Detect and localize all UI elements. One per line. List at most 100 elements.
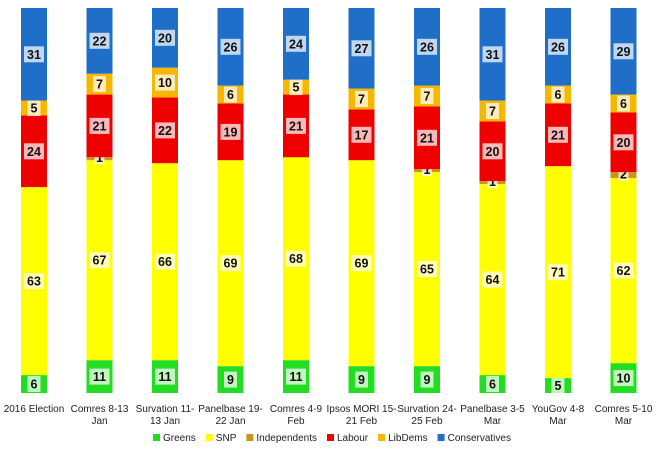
category-label: Comres 4-9 Feb: [270, 404, 323, 427]
data-label-background: [548, 264, 568, 281]
data-label-labour: 20: [617, 136, 631, 150]
data-label-greens: 11: [289, 370, 302, 384]
data-label-background: [286, 35, 306, 52]
data-label-snp: 65: [420, 263, 434, 277]
data-label-libdems: 7: [96, 78, 103, 92]
legend-swatch-greens: [153, 434, 160, 441]
data-label-background: [487, 177, 498, 189]
data-label-background: [224, 371, 237, 388]
data-label-background: [420, 88, 434, 104]
data-label-background: [286, 250, 306, 267]
data-label-greens: 9: [358, 373, 365, 387]
data-label-background: [551, 377, 565, 394]
data-label-background: [355, 91, 368, 107]
data-label-libdems: 7: [424, 90, 431, 104]
data-label-background: [613, 43, 634, 60]
data-label-background: [482, 271, 503, 288]
data-label-snp: 69: [355, 257, 369, 271]
legend-label-greens: Greens: [163, 433, 196, 444]
data-label-snp: 66: [158, 255, 172, 269]
legend-label-libdems: LibDems: [388, 433, 427, 444]
data-label-conservatives: 31: [27, 48, 41, 62]
data-label-snp: 62: [617, 264, 631, 278]
data-label-greens: 6: [31, 378, 38, 392]
data-label-background: [89, 252, 110, 269]
legend: Greens SNP Independents Labour LibDems Conser…: [153, 433, 511, 444]
data-label-labour: 21: [289, 119, 303, 133]
data-label-background: [420, 371, 434, 388]
data-label-background: [355, 371, 368, 388]
data-label-background: [220, 123, 241, 140]
data-label-background: [417, 129, 437, 146]
data-label-background: [155, 253, 175, 270]
bars-layer: 6632453111671217221166221020969196261168…: [21, 8, 637, 394]
data-label-conservatives: 29: [617, 45, 631, 59]
data-label-libdems: 5: [293, 81, 300, 95]
data-label-conservatives: 31: [486, 48, 500, 62]
data-label-background: [486, 103, 499, 119]
data-label-background: [155, 368, 175, 385]
data-label-background: [422, 165, 432, 177]
data-label-greens: 9: [227, 373, 234, 387]
data-label-greens: 10: [617, 372, 631, 386]
data-label-background: [89, 32, 110, 49]
data-label-background: [155, 74, 175, 91]
data-label-background: [27, 376, 41, 392]
category-label: 2016 Election: [4, 404, 65, 415]
data-label-conservatives: 22: [93, 34, 107, 48]
data-label-background: [24, 46, 44, 63]
data-label-background: [155, 29, 175, 46]
data-label-greens: 11: [158, 370, 171, 384]
data-label-background: [351, 40, 372, 57]
data-label-background: [289, 79, 303, 96]
data-label-conservatives: 26: [224, 40, 238, 54]
data-label-conservatives: 27: [355, 42, 369, 56]
category-label: Comres 8-13 Jan: [71, 404, 129, 427]
data-label-background: [286, 368, 306, 385]
category-label: Comres 5-10 Mar: [595, 404, 653, 427]
data-label-conservatives: 26: [420, 40, 434, 54]
data-label-background: [89, 117, 110, 134]
data-label-snp: 71: [551, 266, 565, 280]
data-label-background: [94, 153, 105, 165]
data-label-labour: 17: [355, 128, 369, 142]
data-label-labour: 19: [224, 125, 238, 139]
data-label-labour: 21: [551, 128, 565, 142]
data-label-background: [613, 262, 634, 279]
data-label-labour: 22: [158, 124, 172, 138]
data-label-greens: 11: [93, 370, 106, 384]
data-label-libdems: 6: [227, 88, 234, 102]
data-label-background: [27, 100, 41, 116]
category-label: Panelbase 19-22 Jan: [198, 404, 263, 427]
data-label-libdems: 10: [158, 76, 172, 90]
data-label-conservatives: 24: [289, 37, 303, 51]
legend-label-snp: SNP: [216, 433, 237, 444]
legend-swatch-labour: [326, 434, 334, 441]
data-label-background: [220, 255, 241, 272]
data-label-libdems: 5: [31, 102, 38, 116]
legend-swatch-independents: [246, 434, 254, 441]
data-label-labour: 20: [486, 145, 500, 159]
data-label-background: [617, 95, 630, 112]
data-label-background: [548, 38, 568, 55]
data-label-background: [417, 38, 437, 55]
data-label-libdems: 7: [358, 93, 365, 107]
data-label-background: [482, 46, 503, 63]
category-label: Survation 11-13 Jan: [136, 404, 195, 427]
data-label-independents: 1: [424, 163, 431, 177]
data-label-labour: 24: [27, 145, 41, 159]
data-label-snp: 64: [486, 273, 500, 287]
data-label-background: [613, 370, 634, 387]
data-label-greens: 5: [555, 379, 562, 393]
data-label-background: [551, 86, 565, 103]
category-labels: 2016 Election Comres 8-13 Jan Survation 11-…: [4, 404, 653, 427]
data-label-background: [220, 38, 241, 55]
data-label-labour: 21: [420, 131, 434, 145]
data-label-background: [286, 117, 306, 134]
legend-label-conservatives: Conservatives: [448, 433, 511, 444]
category-label: Survation 24-25 Feb: [397, 404, 456, 427]
data-label-snp: 69: [224, 257, 238, 271]
category-label: YouGov 4-8 Mar: [532, 404, 585, 427]
data-label-conservatives: 20: [158, 31, 172, 45]
data-label-labour: 21: [93, 119, 107, 133]
